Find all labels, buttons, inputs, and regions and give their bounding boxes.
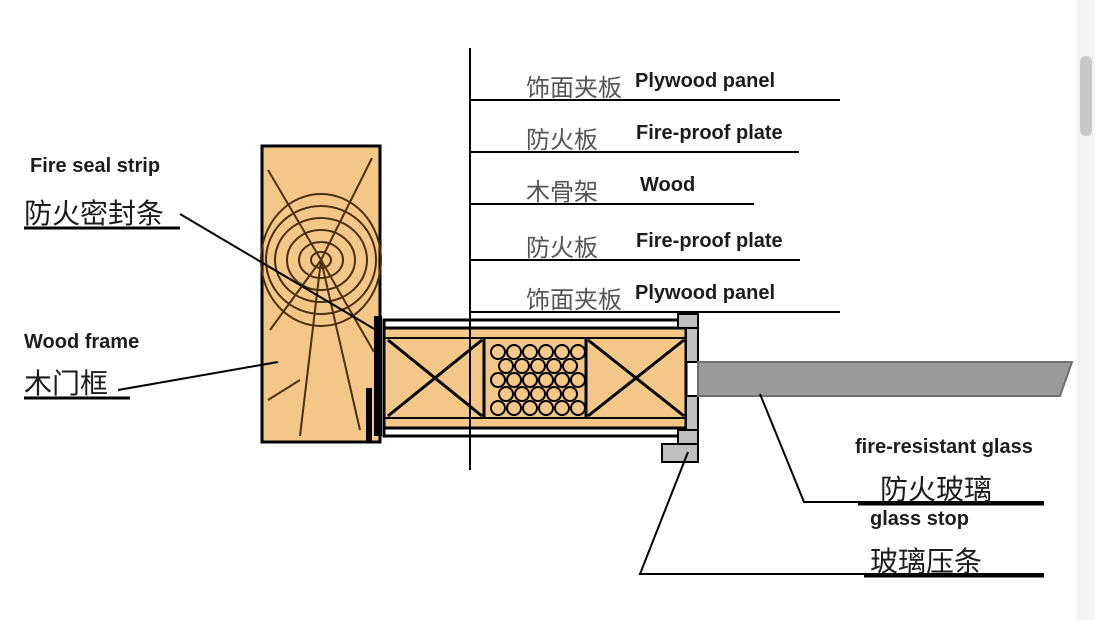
scrollbar-thumb[interactable]: [1080, 56, 1092, 136]
wood-frame-block: [261, 146, 381, 442]
wood-frame-label-cn: 木门框: [24, 362, 108, 402]
wood-frame-label-en: Wood frame: [24, 331, 139, 354]
layer-4-cn: 防火板: [526, 228, 598, 263]
diagram-stage: Fire seal strip 防火密封条 Wood frame 木门框 饰面夹…: [0, 0, 1095, 620]
layer-3-cn: 木骨架: [526, 172, 598, 207]
fire-seal-strip-2: [366, 388, 372, 442]
page-scrollbar[interactable]: [1077, 0, 1095, 620]
fire-resistant-glass: [698, 362, 1072, 396]
door-leaf: [384, 320, 686, 436]
layer-2-cn: 防火板: [526, 120, 598, 155]
layer-5-en: Plywood panel: [635, 282, 775, 305]
fire-glass-label-cn: 防火玻璃: [880, 468, 992, 508]
layer-4-en: Fire-proof plate: [636, 230, 783, 253]
layer-1-cn: 饰面夹板: [526, 68, 622, 103]
fire-glass-label-en: fire-resistant glass: [855, 436, 1033, 459]
layer-2-en: Fire-proof plate: [636, 122, 783, 145]
layer-3-en: Wood: [640, 174, 695, 197]
glass-stop-label-cn: 玻璃压条: [870, 540, 982, 580]
fire-seal-strip: [374, 316, 382, 436]
fire-seal-label-en: Fire seal strip: [30, 155, 160, 178]
layer-1-en: Plywood panel: [635, 70, 775, 93]
fire-seal-label-cn: 防火密封条: [24, 192, 164, 232]
layer-5-cn: 饰面夹板: [526, 280, 622, 315]
glass-stop-label-en: glass stop: [870, 508, 969, 531]
